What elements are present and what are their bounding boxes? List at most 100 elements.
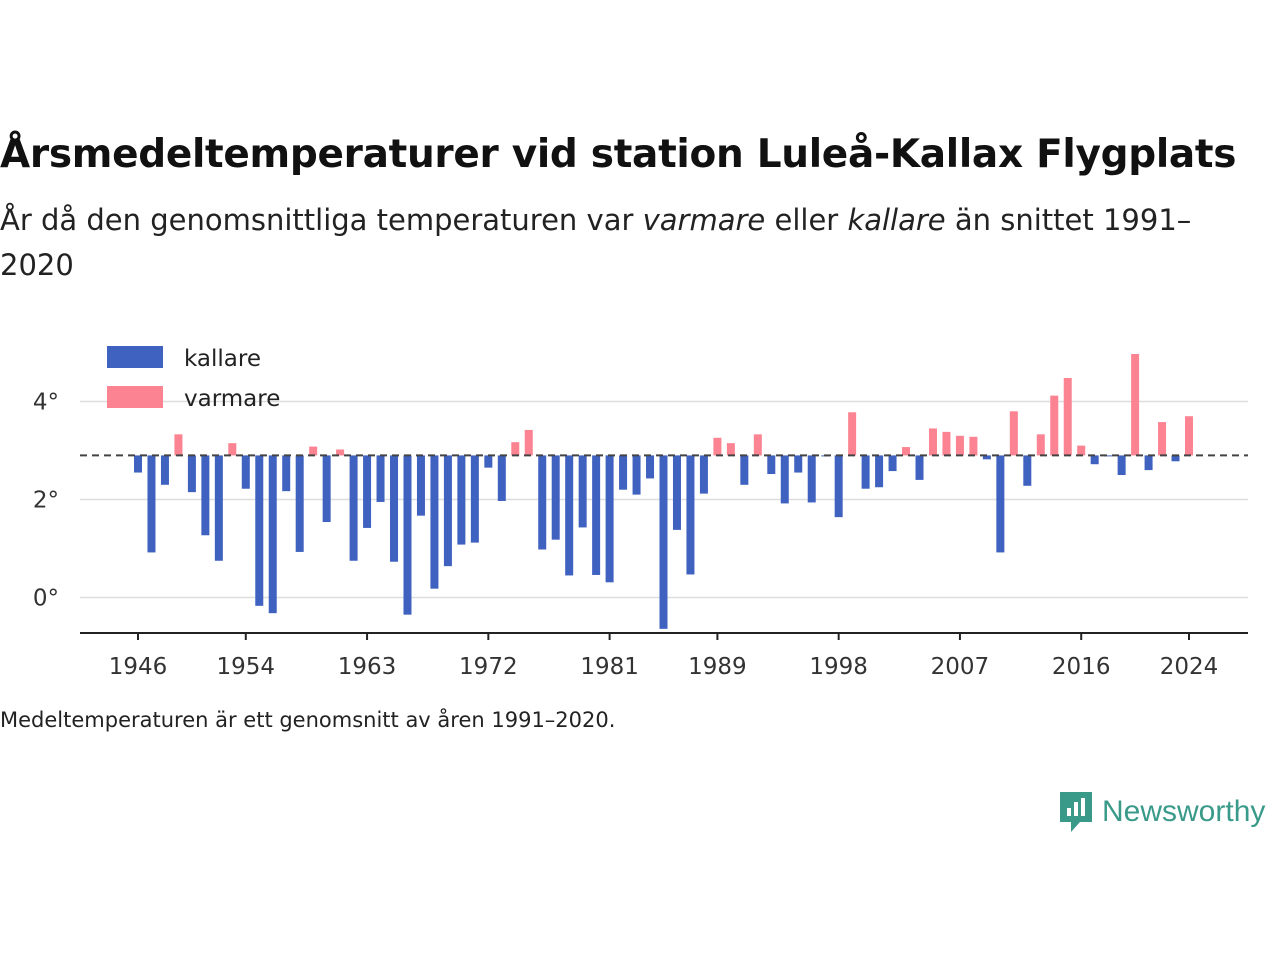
bar-2004 xyxy=(915,455,924,480)
y-tick-label: 0° xyxy=(33,586,59,612)
bar-2012 xyxy=(1023,455,1032,486)
bar-2010 xyxy=(996,455,1005,553)
legend-label-varmare: varmare xyxy=(184,386,280,412)
bar-1957 xyxy=(282,455,291,492)
bar-1976 xyxy=(538,455,547,550)
bar-1970 xyxy=(457,455,466,545)
bar-1996 xyxy=(807,455,816,503)
bar-1995 xyxy=(794,455,803,473)
bar-1950 xyxy=(187,455,196,493)
bar-1955 xyxy=(255,455,264,606)
bar-2019 xyxy=(1117,455,1126,475)
bars xyxy=(134,353,1193,629)
bar-2013 xyxy=(1036,434,1045,456)
bar-1963 xyxy=(363,455,372,528)
bar-1954 xyxy=(241,455,250,489)
subtitle-colder-word: kallare xyxy=(847,203,946,237)
bar-2023 xyxy=(1171,455,1180,462)
bar-2003 xyxy=(902,447,911,456)
bar-1973 xyxy=(497,455,506,501)
bar-2001 xyxy=(875,455,884,488)
bar-1981 xyxy=(605,455,614,583)
bar-1993 xyxy=(767,455,776,475)
bar-2000 xyxy=(861,455,870,489)
bar-1986 xyxy=(672,455,681,530)
bar-1956 xyxy=(268,455,277,614)
y-tick-label: 2° xyxy=(33,488,59,514)
bar-1968 xyxy=(430,455,439,589)
bar-1959 xyxy=(309,446,318,456)
legend-swatch-kallare xyxy=(107,346,163,368)
x-tick-label: 1998 xyxy=(809,654,868,680)
x-tick-label: 1946 xyxy=(109,654,168,680)
x-tick-label: 1972 xyxy=(459,654,518,680)
bar-1982 xyxy=(619,455,628,490)
bar-2008 xyxy=(969,436,978,456)
newsworthy-icon xyxy=(1060,792,1092,832)
x-tick-label: 1954 xyxy=(217,654,276,680)
bar-1979 xyxy=(578,455,587,528)
x-tick-label: 1989 xyxy=(688,654,747,680)
bar-1978 xyxy=(565,455,574,576)
bar-1991 xyxy=(740,455,749,485)
bar-1994 xyxy=(780,455,789,504)
bar-2006 xyxy=(942,431,951,456)
legend-label-kallare: kallare xyxy=(184,346,261,372)
bar-1990 xyxy=(726,443,735,456)
bar-1989 xyxy=(713,437,722,456)
footnote: Medeltemperaturen är ett genomsnitt av å… xyxy=(0,708,616,732)
bar-1958 xyxy=(295,455,304,552)
bar-2022 xyxy=(1158,422,1167,456)
legend-swatch-varmare xyxy=(107,386,163,408)
chart-subtitle: År då den genomsnittliga temperaturen va… xyxy=(0,198,1240,288)
bar-1952 xyxy=(214,455,223,561)
bar-2020 xyxy=(1131,353,1140,456)
bar-1946 xyxy=(134,455,142,473)
bar-1985 xyxy=(659,455,668,629)
bar-1953 xyxy=(228,443,237,456)
bar-1962 xyxy=(349,455,358,561)
bar-1966 xyxy=(403,455,412,615)
bar-1947 xyxy=(147,455,156,553)
bar-1949 xyxy=(174,434,183,456)
bar-2021 xyxy=(1144,455,1153,471)
bar-2018 xyxy=(1104,455,1113,457)
bar-1974 xyxy=(511,442,520,456)
bar-1971 xyxy=(470,455,479,543)
brand-name: Newsworthy xyxy=(1102,795,1266,828)
bar-2009 xyxy=(982,455,991,460)
legend: kallare varmare xyxy=(107,346,280,412)
bar-1998 xyxy=(834,455,843,518)
bar-2014 xyxy=(1050,395,1059,456)
bar-1960 xyxy=(322,455,331,523)
x-tick-label: 2016 xyxy=(1052,654,1111,680)
bar-1965 xyxy=(390,455,399,562)
x-tick-label: 1963 xyxy=(338,654,397,680)
bar-1987 xyxy=(686,455,695,575)
bar-1977 xyxy=(551,455,560,540)
bar-1975 xyxy=(524,429,533,456)
bar-1984 xyxy=(646,455,655,479)
bar-1999 xyxy=(848,412,857,456)
bar-1948 xyxy=(160,455,169,485)
bar-2016 xyxy=(1077,445,1086,456)
bar-2005 xyxy=(928,428,937,456)
brand-logo: Newsworthy xyxy=(1058,790,1265,834)
x-axis: 1946 1954 1963 1972 1981 1989 1998 2007 2016 2024 xyxy=(80,632,1248,680)
bar-1988 xyxy=(699,455,708,494)
bar-1972 xyxy=(484,455,493,468)
y-tick-label: 4° xyxy=(33,390,59,416)
bar-1967 xyxy=(416,455,425,516)
temperature-bar-chart: 0° 2° 4° 1946 1954 1963 1972 1981 1989 1998 2007 2… xyxy=(33,346,1248,680)
subtitle-text-2: eller xyxy=(765,203,848,237)
bar-2015 xyxy=(1063,377,1072,456)
bar-1983 xyxy=(632,455,641,495)
bar-2024 xyxy=(1185,416,1193,456)
bar-1992 xyxy=(753,434,762,456)
subtitle-text-3: än snittet 1991–2020 xyxy=(0,203,1192,282)
bar-1980 xyxy=(592,455,601,575)
subtitle-text-1: År då den genomsnittliga temperaturen va… xyxy=(0,203,643,237)
bar-1964 xyxy=(376,455,385,502)
bar-2002 xyxy=(888,455,897,472)
x-tick-label: 2024 xyxy=(1160,654,1219,680)
